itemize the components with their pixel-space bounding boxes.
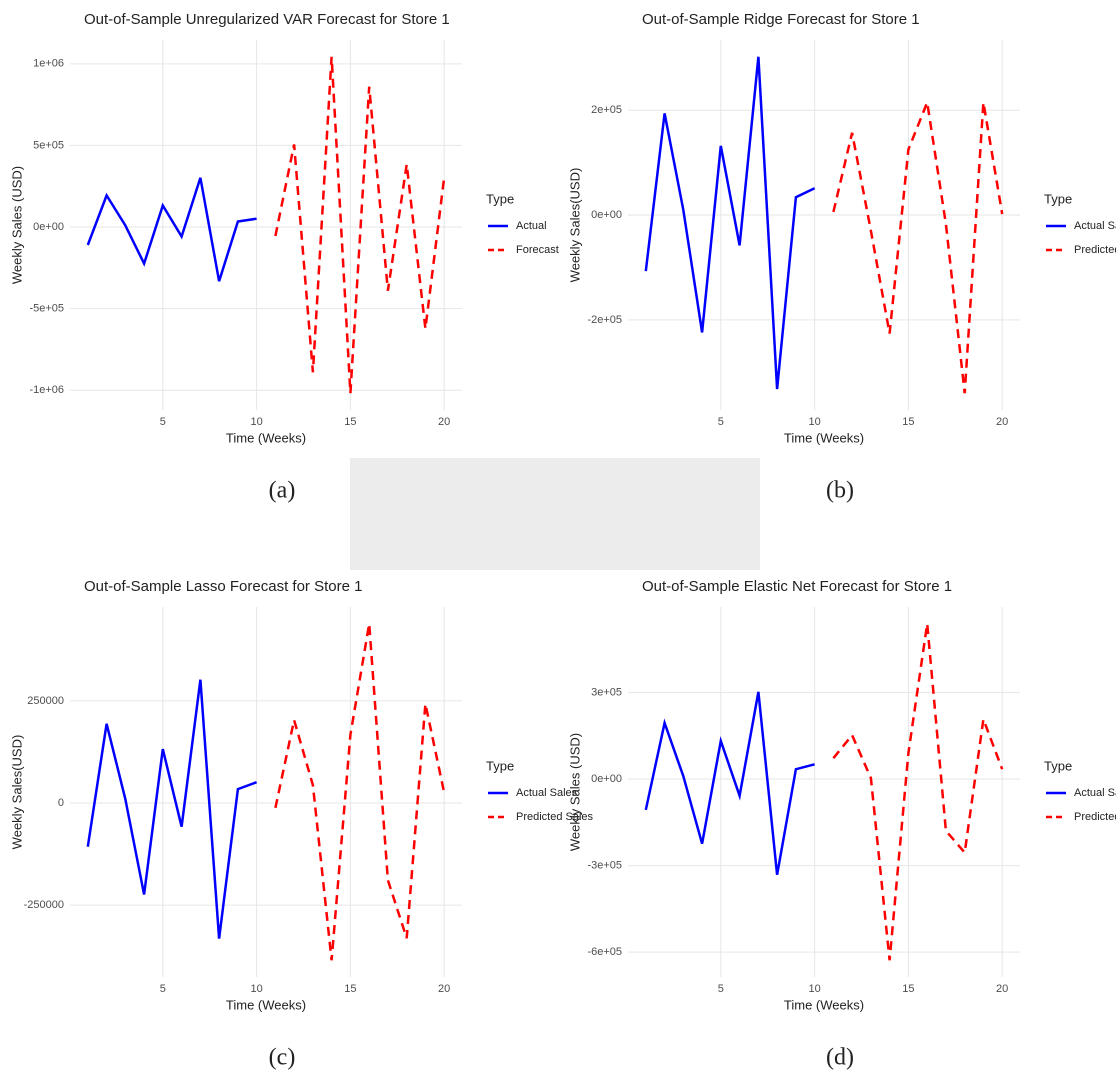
y-tick-label: -3e+05 [587, 860, 622, 872]
y-tick-label: -250000 [24, 899, 64, 911]
y-tick-label: -5e+05 [29, 303, 64, 315]
chart-panel: Out-of-Sample Unregularized VAR Forecast… [9, 11, 558, 504]
legend-label: Actual Sales [1074, 787, 1116, 799]
legend-title: Type [1044, 191, 1072, 206]
x-axis-label: Time (Weeks) [784, 430, 864, 445]
legend-title: Type [1044, 758, 1072, 773]
chart-title: Out-of-Sample Unregularized VAR Forecast… [84, 11, 450, 28]
y-tick-label: 2e+05 [591, 104, 622, 116]
x-tick-label: 10 [808, 983, 820, 995]
x-tick-label: 10 [250, 416, 262, 428]
legend-label: Actual [516, 220, 547, 232]
y-tick-label: 0e+00 [591, 209, 622, 221]
x-tick-label: 15 [902, 416, 914, 428]
y-tick-label: 5e+05 [33, 139, 64, 151]
x-tick-label: 15 [344, 983, 356, 995]
chart-panel: Out-of-Sample Ridge Forecast for Store 1… [567, 11, 1116, 504]
x-tick-label: 5 [160, 416, 166, 428]
chart-title: Out-of-Sample Ridge Forecast for Store 1 [642, 11, 920, 28]
y-tick-label: 0 [58, 797, 64, 809]
chart-title: Out-of-Sample Lasso Forecast for Store 1 [84, 578, 362, 595]
series-line [86, 679, 258, 939]
x-axis-label: Time (Weeks) [784, 997, 864, 1012]
y-axis-label: Weekly Sales (USD) [9, 166, 24, 284]
x-axis-label: Time (Weeks) [226, 430, 306, 445]
y-tick-label: 0e+00 [33, 221, 64, 233]
y-tick-label: -6e+05 [587, 946, 622, 958]
legend-label: Predicted Sales [516, 811, 594, 823]
x-tick-label: 15 [902, 983, 914, 995]
series-line [832, 623, 1004, 961]
chart-panel: Out-of-Sample Lasso Forecast for Store 1… [9, 578, 593, 1071]
y-axis-label: Weekly Sales(USD) [567, 168, 582, 283]
legend-title: Type [486, 758, 514, 773]
y-tick-label: -1e+06 [29, 384, 64, 396]
legend-label: Forecast [516, 244, 559, 256]
legend-title: Type [486, 191, 514, 206]
y-tick-label: 0e+00 [591, 773, 622, 785]
y-axis-label: Weekly Sales (USD) [567, 733, 582, 851]
caption: (c) [269, 1045, 296, 1071]
legend-label: Actual Sales [516, 787, 578, 799]
legend-label: Actual Sales [1074, 220, 1116, 232]
x-axis-label: Time (Weeks) [226, 997, 306, 1012]
y-tick-label: -2e+05 [587, 314, 622, 326]
series-line [644, 691, 815, 876]
chart-title: Out-of-Sample Elastic Net Forecast for S… [642, 578, 952, 595]
x-tick-label: 20 [996, 983, 1008, 995]
y-tick-label: 1e+06 [33, 58, 64, 70]
watermark [350, 458, 760, 570]
x-tick-label: 5 [718, 983, 724, 995]
x-tick-label: 20 [438, 416, 450, 428]
legend-label: Predicted Sales [1074, 811, 1116, 823]
y-tick-label: 250000 [27, 695, 64, 707]
y-axis-label: Weekly Sales(USD) [9, 735, 24, 850]
series-line [644, 56, 816, 390]
x-tick-label: 10 [808, 416, 820, 428]
chart-panel: Out-of-Sample Elastic Net Forecast for S… [567, 578, 1116, 1071]
x-tick-label: 20 [996, 416, 1008, 428]
x-tick-label: 10 [250, 983, 262, 995]
caption: (d) [826, 1045, 854, 1071]
x-tick-label: 5 [718, 416, 724, 428]
series-line [274, 623, 446, 961]
series-line [274, 56, 446, 394]
legend-label: Predicted Sales [1074, 244, 1116, 256]
x-tick-label: 20 [438, 983, 450, 995]
y-tick-label: 3e+05 [591, 686, 622, 698]
series-line [86, 177, 257, 282]
x-tick-label: 5 [160, 983, 166, 995]
caption: (b) [826, 478, 854, 504]
caption: (a) [269, 478, 296, 504]
x-tick-label: 15 [344, 416, 356, 428]
series-line [832, 97, 1004, 394]
